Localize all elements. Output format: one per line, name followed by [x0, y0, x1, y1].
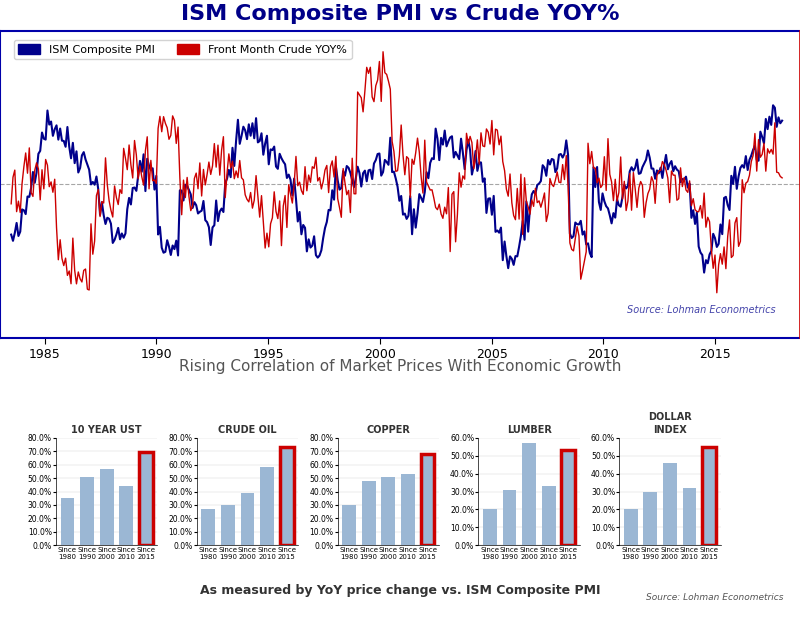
Bar: [241, 493, 254, 545]
Text: As measured by YoY price change vs. ISM Composite PMI: As measured by YoY price change vs. ISM …: [200, 584, 600, 597]
Bar: [382, 477, 395, 545]
Bar: [522, 443, 536, 545]
Title: LUMBER: LUMBER: [506, 426, 551, 435]
Title: 10 YEAR UST: 10 YEAR UST: [71, 426, 142, 435]
Bar: [80, 477, 94, 545]
Text: Rising Correlation of Market Prices With Economic Growth: Rising Correlation of Market Prices With…: [179, 359, 621, 374]
Bar: [119, 486, 133, 545]
Bar: [624, 510, 638, 545]
Title: COPPER: COPPER: [366, 426, 410, 435]
Bar: [139, 453, 153, 545]
Bar: [202, 509, 215, 545]
Bar: [663, 463, 677, 545]
Bar: [280, 447, 294, 545]
Bar: [221, 505, 234, 545]
Bar: [542, 486, 555, 545]
Title: CRUDE OIL: CRUDE OIL: [218, 426, 277, 435]
Bar: [562, 450, 575, 545]
Bar: [342, 505, 356, 545]
Bar: [502, 490, 516, 545]
Bar: [61, 498, 74, 545]
Bar: [643, 492, 657, 545]
Title: ISM Composite PMI vs Crude YOY%: ISM Composite PMI vs Crude YOY%: [181, 4, 619, 24]
Bar: [483, 510, 497, 545]
Bar: [100, 468, 114, 545]
Bar: [421, 454, 434, 545]
Bar: [362, 481, 375, 545]
Title: DOLLAR
INDEX: DOLLAR INDEX: [648, 412, 692, 435]
Bar: [682, 488, 696, 545]
Bar: [702, 446, 716, 545]
Bar: [401, 474, 414, 545]
Text: Source: Lohman Econometrics: Source: Lohman Econometrics: [627, 305, 776, 315]
Text: Source: Lohman Econometrics: Source: Lohman Econometrics: [646, 593, 784, 602]
Bar: [260, 467, 274, 545]
Legend: ISM Composite PMI, Front Month Crude YOY%: ISM Composite PMI, Front Month Crude YOY…: [14, 40, 352, 60]
